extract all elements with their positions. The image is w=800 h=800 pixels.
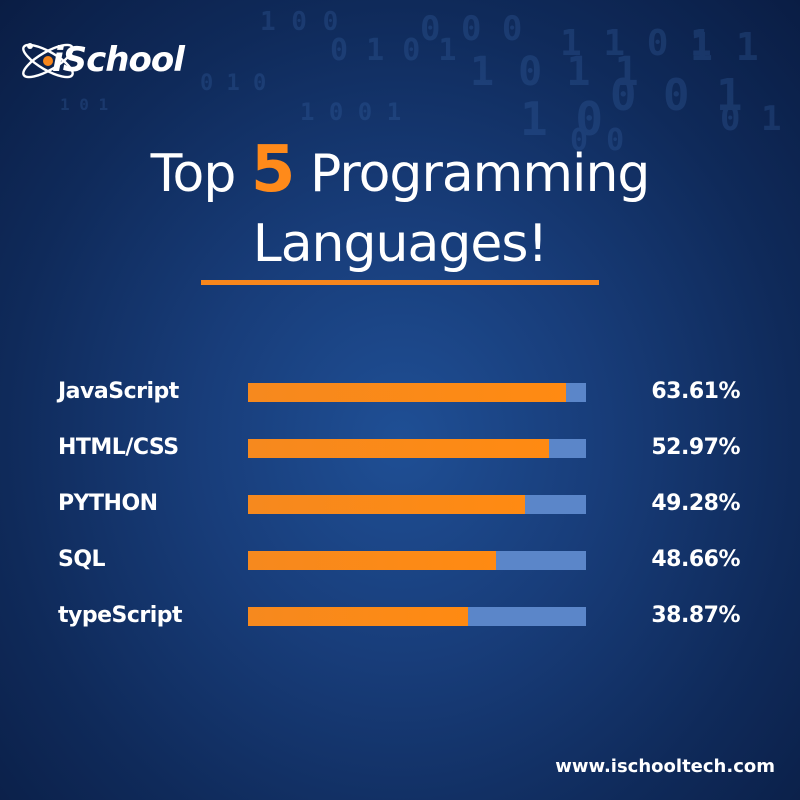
svg-text:0 1: 0 1 <box>120 54 153 75</box>
bar-label: PYTHON <box>58 491 158 516</box>
bar-value-label: 49.28% <box>651 491 740 516</box>
brand-logo-text: iSchool <box>52 40 185 80</box>
title-underline <box>201 280 599 285</box>
bar <box>248 383 566 402</box>
svg-text:1 1 0 1: 1 1 0 1 <box>560 23 712 64</box>
bar-label: typeScript <box>58 603 183 628</box>
bar-value-label: 52.97% <box>651 435 740 460</box>
bar-track <box>248 607 586 626</box>
bar-track <box>248 495 586 514</box>
page-title: Top 5 Programming Languages! <box>0 138 800 276</box>
bar-value-label: 48.66% <box>651 547 740 572</box>
bar-value-label: 38.87% <box>651 603 740 628</box>
bar-row: JavaScript 63.61% <box>0 377 800 407</box>
bar-label: HTML/CSS <box>58 435 179 460</box>
bar-row: SQL 48.66% <box>0 545 800 575</box>
svg-text:0 0 1: 0 0 1 <box>610 70 742 121</box>
bar <box>248 495 526 514</box>
svg-text:0 1: 0 1 <box>720 99 781 139</box>
bar-label: SQL <box>58 547 106 572</box>
bar-row: PYTHON 49.28% <box>0 489 800 519</box>
bar <box>248 607 468 626</box>
bar-value-label: 63.61% <box>651 379 740 404</box>
svg-text:0 0 0: 0 0 0 <box>420 9 522 49</box>
website-url: www.ischooltech.com <box>555 756 775 777</box>
bar-track <box>248 551 586 570</box>
bar-label: JavaScript <box>58 379 179 404</box>
svg-text:1 0: 1 0 <box>520 92 603 146</box>
binary-background: 1 0 0 0 1 0 1 0 0 0 1 0 1 1 1 1 0 1 0 0 … <box>60 7 781 158</box>
bar-track <box>248 383 586 402</box>
bar-track <box>248 439 586 458</box>
svg-text:0 0: 0 0 <box>570 123 624 158</box>
bar-row: HTML/CSS 52.97% <box>0 433 800 463</box>
svg-text:1 0 0: 1 0 0 <box>260 7 338 37</box>
svg-text:1 0 1 1: 1 0 1 1 <box>470 49 639 95</box>
title-suffix: Programming <box>309 144 650 204</box>
title-number: 5 <box>250 133 296 207</box>
svg-text:0 1 0: 0 1 0 <box>200 71 266 96</box>
atom-logo-icon <box>22 43 74 79</box>
bar-row: typeScript 38.87% <box>0 601 800 631</box>
title-prefix: Top <box>150 144 237 204</box>
bar <box>248 439 549 458</box>
svg-text:0 1 0 1: 0 1 0 1 <box>330 33 456 68</box>
svg-text:1 0 0 1: 1 0 0 1 <box>300 98 401 126</box>
title-line-2: Languages! <box>252 214 549 274</box>
bar <box>248 551 497 570</box>
svg-text:1 1: 1 1 <box>690 25 759 69</box>
svg-text:1 0 1: 1 0 1 <box>60 95 108 114</box>
